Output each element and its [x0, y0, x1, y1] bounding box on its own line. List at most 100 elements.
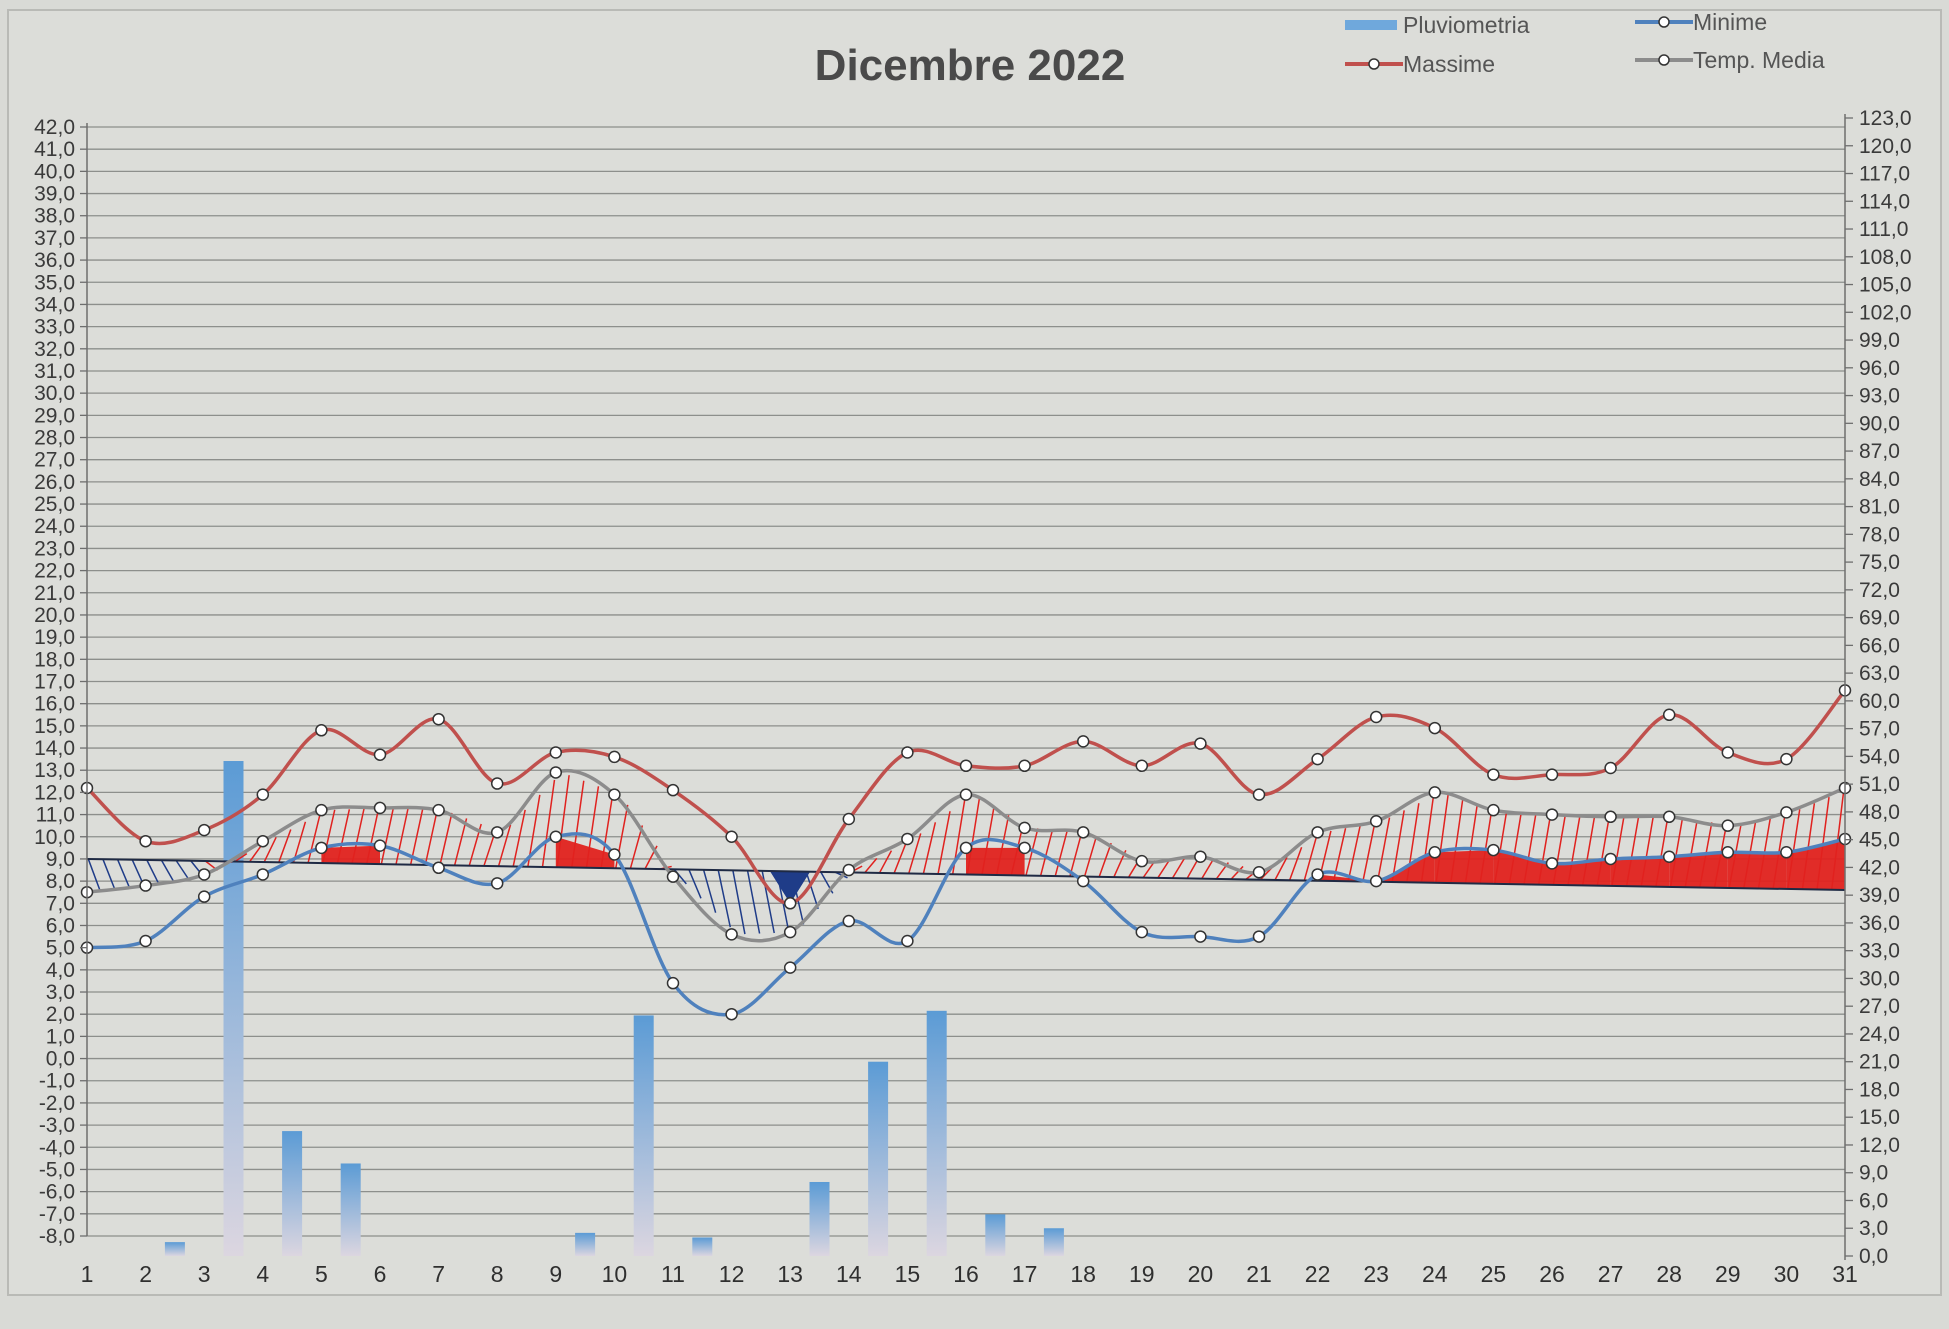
temp-media-point: [783, 925, 797, 939]
legend-swatch-pluviometria: [1345, 20, 1397, 30]
right-tick-label: 93,0: [1859, 385, 1900, 408]
right-tick-label: 45,0: [1859, 829, 1900, 852]
x-tick-label: 9: [549, 1261, 562, 1287]
right-tick-label: 24,0: [1859, 1023, 1900, 1046]
right-tick-label: 63,0: [1859, 662, 1900, 685]
minime-point: [197, 890, 211, 903]
massime-point: [783, 897, 797, 910]
left-tick-label: 25,0: [34, 493, 75, 516]
x-tick-label: 6: [374, 1261, 387, 1287]
solid-cold-fill: [770, 871, 811, 904]
minime-point: [490, 877, 504, 890]
massime-point: [1194, 737, 1207, 750]
left-tick-label: 42,0: [34, 116, 75, 139]
hatch-line: [102, 859, 116, 890]
minime-point: [1135, 925, 1149, 939]
left-tick-label: 37,0: [34, 227, 75, 250]
legend-marker-temp-media: [1658, 54, 1670, 66]
rain-bar: [340, 1163, 361, 1256]
temp-media-point: [842, 863, 856, 877]
left-tick-label: 27,0: [34, 449, 75, 472]
x-tick-label: 23: [1363, 1261, 1389, 1287]
x-tick-label: 29: [1715, 1261, 1741, 1287]
minime-point: [608, 848, 621, 861]
temp-media-point: [256, 834, 270, 848]
left-tick-label: -3,0: [39, 1114, 75, 1137]
left-tick-label: 5,0: [46, 937, 75, 960]
minime-point: [1194, 930, 1207, 943]
left-tick-label: 11,0: [36, 804, 75, 827]
temp-media-point: [1662, 810, 1676, 824]
minime-point: [432, 861, 445, 875]
left-tick-label: 30,0: [34, 382, 75, 405]
left-tick-label: 29,0: [34, 404, 75, 427]
rain-bar: [633, 1015, 654, 1256]
left-tick-label: 35,0: [34, 271, 75, 294]
temp-media-point: [1311, 826, 1324, 839]
legend-label-minime: Minime: [1693, 9, 1767, 35]
left-tick-label: 3,0: [46, 981, 75, 1004]
left-tick-label: 14,0: [34, 737, 75, 760]
left-tick-label: 22,0: [34, 560, 75, 583]
left-tick-label: 13,0: [34, 759, 75, 782]
minime-point: [1076, 874, 1090, 888]
right-tick-label: 111,0: [1859, 218, 1908, 241]
massime-point: [901, 746, 914, 759]
massime-point: [1076, 735, 1090, 748]
hatch-line: [717, 870, 732, 928]
hatch-line: [424, 809, 439, 866]
left-tick-label: 6,0: [46, 914, 75, 937]
x-tick-label: 4: [256, 1261, 269, 1287]
hatch-line: [1171, 857, 1186, 879]
hatch-line: [1391, 810, 1405, 883]
massime-point: [315, 724, 328, 737]
massime-point: [373, 748, 387, 761]
right-tick-label: 120,0: [1859, 135, 1912, 158]
left-tick-label: 8,0: [46, 870, 75, 893]
x-tick-label: 31: [1832, 1261, 1858, 1287]
minime-point: [549, 830, 563, 844]
left-tick-label: 0,0: [46, 1048, 75, 1071]
hatch-line: [1303, 837, 1317, 881]
minime-point: [959, 841, 973, 855]
massime-point: [1780, 752, 1793, 766]
left-tick-label: 17,0: [34, 671, 75, 694]
hatch-line: [278, 829, 292, 863]
minime-point: [1428, 846, 1442, 859]
right-tick-label: 90,0: [1859, 412, 1900, 435]
right-tick-label: 33,0: [1859, 940, 1900, 963]
hatch-line: [146, 859, 160, 885]
hatch-line: [1039, 829, 1054, 877]
rain-bar: [985, 1214, 1006, 1256]
hatch-line: [1201, 858, 1215, 880]
hatch-line: [380, 808, 395, 865]
reference-line: [86, 857, 1846, 891]
left-tick-label: -1,0: [39, 1070, 75, 1093]
left-tick-label: 15,0: [34, 715, 75, 738]
massime-point: [549, 746, 563, 759]
left-tick-label: -6,0: [39, 1181, 75, 1204]
right-tick-label: 60,0: [1859, 690, 1900, 713]
minime-point: [666, 976, 680, 990]
minime-point: [373, 839, 387, 852]
solid-warm-fill: [1434, 850, 1494, 884]
left-tick-label: 16,0: [34, 693, 75, 716]
hatch-line: [1098, 842, 1112, 878]
massime-point: [432, 712, 445, 726]
hatch-line: [1157, 859, 1171, 879]
x-tick-label: 10: [602, 1261, 628, 1287]
rain-bar: [1043, 1228, 1064, 1256]
x-tick-label: 13: [777, 1261, 803, 1287]
left-tick-label: 31,0: [34, 360, 75, 383]
left-tick-label: 18,0: [34, 648, 75, 671]
solid-warm-fill: [1493, 850, 1552, 885]
hatch-line: [1230, 865, 1244, 880]
massime-point: [608, 750, 621, 764]
right-tick-label: 9,0: [1859, 1162, 1888, 1185]
x-tick-label: 25: [1481, 1261, 1507, 1287]
temp-media-point: [725, 928, 738, 941]
temp-media-point: [1545, 808, 1559, 821]
pluviometria-bars: [164, 761, 1064, 1256]
hatch-line: [878, 850, 893, 874]
left-tick-label: 7,0: [46, 892, 75, 915]
